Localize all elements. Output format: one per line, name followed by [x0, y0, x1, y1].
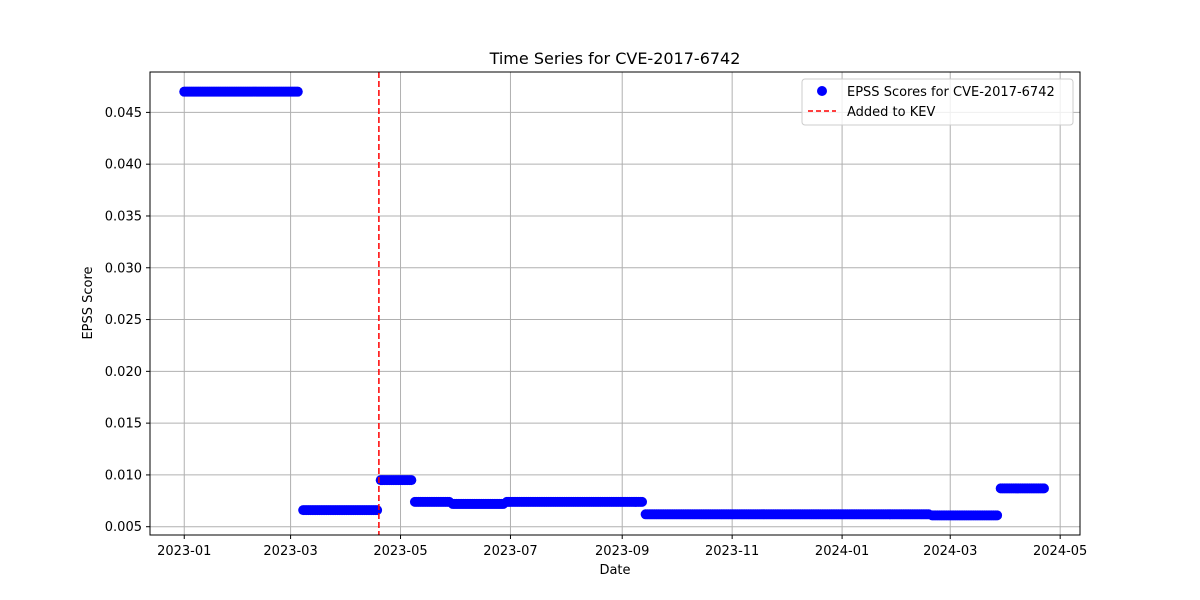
y-tick-label: 0.020 [105, 365, 142, 380]
x-tick-label: 2023-11 [705, 544, 759, 559]
chart-title: Time Series for CVE-2017-6742 [489, 49, 741, 68]
y-tick-label: 0.045 [105, 106, 142, 121]
plot-frame [149, 71, 1081, 536]
y-tick-label: 0.015 [105, 417, 142, 432]
axis-ticks: 2023-01 2023-03 2023-05 2023-07 2023-09 2023-… [105, 106, 1088, 559]
legend: EPSS Scores for CVE-2017-6742 Added to K… [801, 78, 1074, 126]
y-tick-label: 0.040 [105, 158, 142, 173]
x-tick-label: 2024-05 [1033, 544, 1087, 559]
epss-point [637, 496, 648, 507]
y-axis-title: EPSS Score [81, 266, 96, 339]
x-tick-label: 2024-03 [923, 544, 977, 559]
x-tick-label: 2023-03 [263, 544, 317, 559]
legend-label-kev: Added to KEV [847, 105, 935, 120]
y-tick-label: 0.010 [105, 468, 142, 483]
x-tick-label: 2023-07 [483, 544, 537, 559]
epss-point [1038, 483, 1049, 494]
y-tick-label: 0.035 [105, 209, 142, 224]
data-points [179, 86, 1049, 521]
grid-lines [150, 72, 1080, 535]
y-tick-label: 0.030 [105, 261, 142, 276]
epss-point [992, 510, 1003, 521]
y-tick-label: 0.005 [105, 520, 142, 535]
epss-point [372, 505, 383, 516]
x-tick-label: 2023-01 [157, 544, 211, 559]
legend-label-epss: EPSS Scores for CVE-2017-6742 [847, 85, 1055, 100]
epss-point [406, 475, 417, 486]
legend-box [801, 78, 1074, 126]
x-tick-label: 2024-01 [815, 544, 869, 559]
y-tick-label: 0.025 [105, 313, 142, 328]
x-axis-title: Date [599, 563, 630, 578]
legend-marker-epss [817, 86, 827, 96]
x-tick-label: 2023-09 [595, 544, 649, 559]
epss-point [292, 86, 303, 97]
x-tick-label: 2023-05 [373, 544, 427, 559]
